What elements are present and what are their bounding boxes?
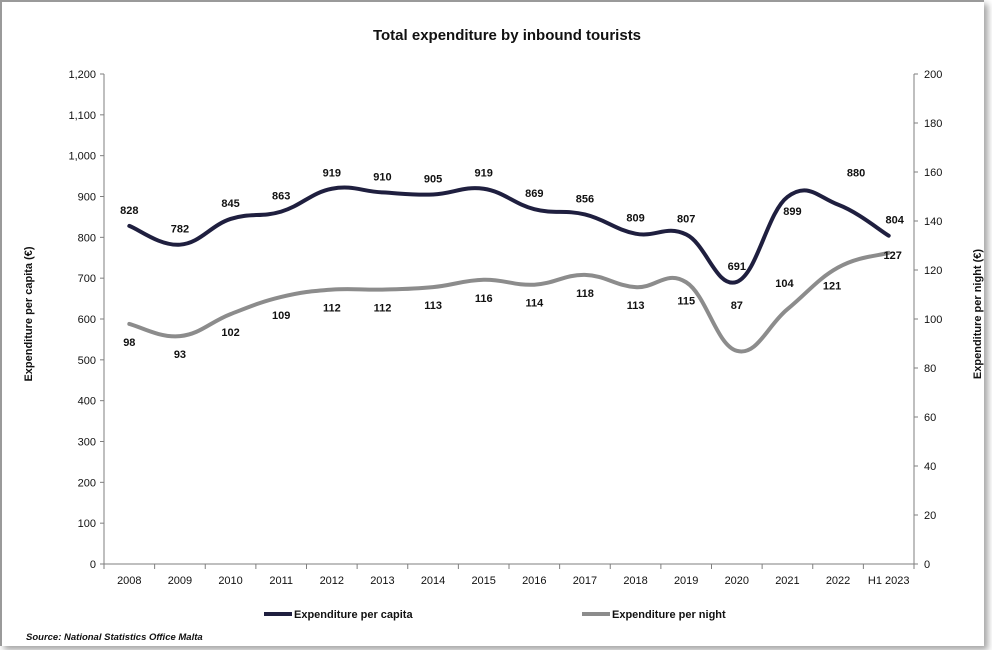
data-label-per-night: 114 — [525, 298, 544, 310]
data-label-per-night: 93 — [174, 349, 186, 361]
y-tick-label-right: 180 — [924, 118, 942, 130]
x-tick-label: 2015 — [471, 575, 495, 587]
y-tick-label-left: 800 — [78, 232, 96, 244]
data-label-per-night: 87 — [731, 300, 743, 312]
x-tick-label: 2012 — [320, 575, 344, 587]
x-tick-label: 2022 — [826, 575, 850, 587]
y-axis-label-right: Expenditure per night (€) — [972, 249, 984, 380]
data-label-per-night: 109 — [272, 310, 290, 322]
y-tick-label-left: 200 — [78, 477, 96, 489]
x-tick-label: 2008 — [117, 575, 141, 587]
y-tick-label-left: 1,000 — [68, 151, 96, 163]
data-label-per-capita: 880 — [847, 168, 865, 180]
source-note: Source: National Statistics Office Malta — [26, 632, 203, 643]
legend-label: Expenditure per capita — [294, 609, 413, 621]
y-tick-label-left: 900 — [78, 192, 96, 204]
data-label-per-capita: 828 — [120, 205, 138, 217]
data-label-per-night: 127 — [884, 250, 902, 262]
y-tick-label-left: 1,200 — [68, 69, 96, 81]
y-tick-label-right: 20 — [924, 510, 936, 522]
y-tick-label-left: 300 — [78, 437, 96, 449]
x-tick-label: 2016 — [522, 575, 546, 587]
data-label-per-night: 116 — [475, 293, 493, 305]
y-tick-label-right: 100 — [924, 314, 942, 326]
data-label-per-capita: 869 — [525, 188, 543, 200]
data-label-per-capita: 856 — [576, 193, 594, 205]
data-label-per-night: 112 — [374, 303, 392, 315]
data-label-per-capita: 919 — [323, 168, 341, 180]
y-tick-label-right: 140 — [924, 216, 942, 228]
y-tick-label-left: 700 — [78, 273, 96, 285]
y-tick-label-right: 80 — [924, 363, 936, 375]
data-label-per-night: 113 — [627, 300, 645, 312]
data-label-per-night: 112 — [323, 303, 341, 315]
y-tick-label-left: 1,100 — [68, 110, 96, 122]
y-tick-label-right: 120 — [924, 265, 942, 277]
y-tick-label-left: 500 — [78, 355, 96, 367]
data-label-per-capita: 691 — [728, 261, 746, 273]
y-tick-label-left: 100 — [78, 518, 96, 530]
y-tick-label-left: 0 — [90, 559, 96, 571]
data-label-per-capita: 863 — [272, 191, 290, 203]
x-tick-label: 2011 — [269, 575, 293, 587]
data-label-per-night: 118 — [576, 288, 594, 300]
data-label-per-capita: 910 — [373, 171, 391, 183]
y-tick-label-right: 0 — [924, 559, 930, 571]
x-tick-label: 2018 — [623, 575, 647, 587]
y-tick-label-right: 160 — [924, 167, 942, 179]
data-label-per-capita: 807 — [677, 213, 695, 225]
y-tick-label-left: 400 — [78, 396, 96, 408]
data-label-per-capita: 809 — [626, 213, 644, 225]
x-tick-label: 2013 — [370, 575, 394, 587]
chart-title: Total expenditure by inbound tourists — [373, 27, 641, 44]
series-line-per-capita — [127, 185, 891, 285]
y-axis-label-left: Expenditure per capita (€) — [23, 246, 35, 381]
data-label-per-capita: 804 — [886, 215, 905, 227]
y-tick-label-left: 600 — [78, 314, 96, 326]
y-tick-label-right: 40 — [924, 461, 936, 473]
legend-label: Expenditure per night — [612, 609, 726, 621]
y-tick-label-right: 60 — [924, 412, 936, 424]
data-label-per-night: 104 — [775, 278, 794, 290]
x-tick-label: 2019 — [674, 575, 698, 587]
data-label-per-capita: 919 — [475, 168, 493, 180]
series-line-per-night — [127, 250, 891, 354]
data-label-per-night: 115 — [677, 295, 695, 307]
data-label-per-capita: 845 — [221, 198, 239, 210]
x-tick-label: 2010 — [218, 575, 242, 587]
data-label-per-night: 121 — [823, 281, 841, 293]
data-label-per-capita: 905 — [424, 173, 442, 185]
data-label-per-capita: 899 — [783, 206, 801, 218]
x-tick-label: 2014 — [421, 575, 445, 587]
y-tick-label-right: 200 — [924, 69, 942, 81]
data-label-per-capita: 782 — [171, 224, 189, 236]
x-tick-label: 2009 — [168, 575, 192, 587]
x-tick-label: H1 2023 — [868, 575, 910, 587]
x-tick-label: 2021 — [775, 575, 799, 587]
data-label-per-night: 113 — [424, 300, 442, 312]
data-label-per-night: 98 — [123, 337, 135, 349]
x-tick-label: 2017 — [573, 575, 597, 587]
x-tick-label: 2020 — [725, 575, 749, 587]
data-label-per-night: 102 — [221, 327, 239, 339]
